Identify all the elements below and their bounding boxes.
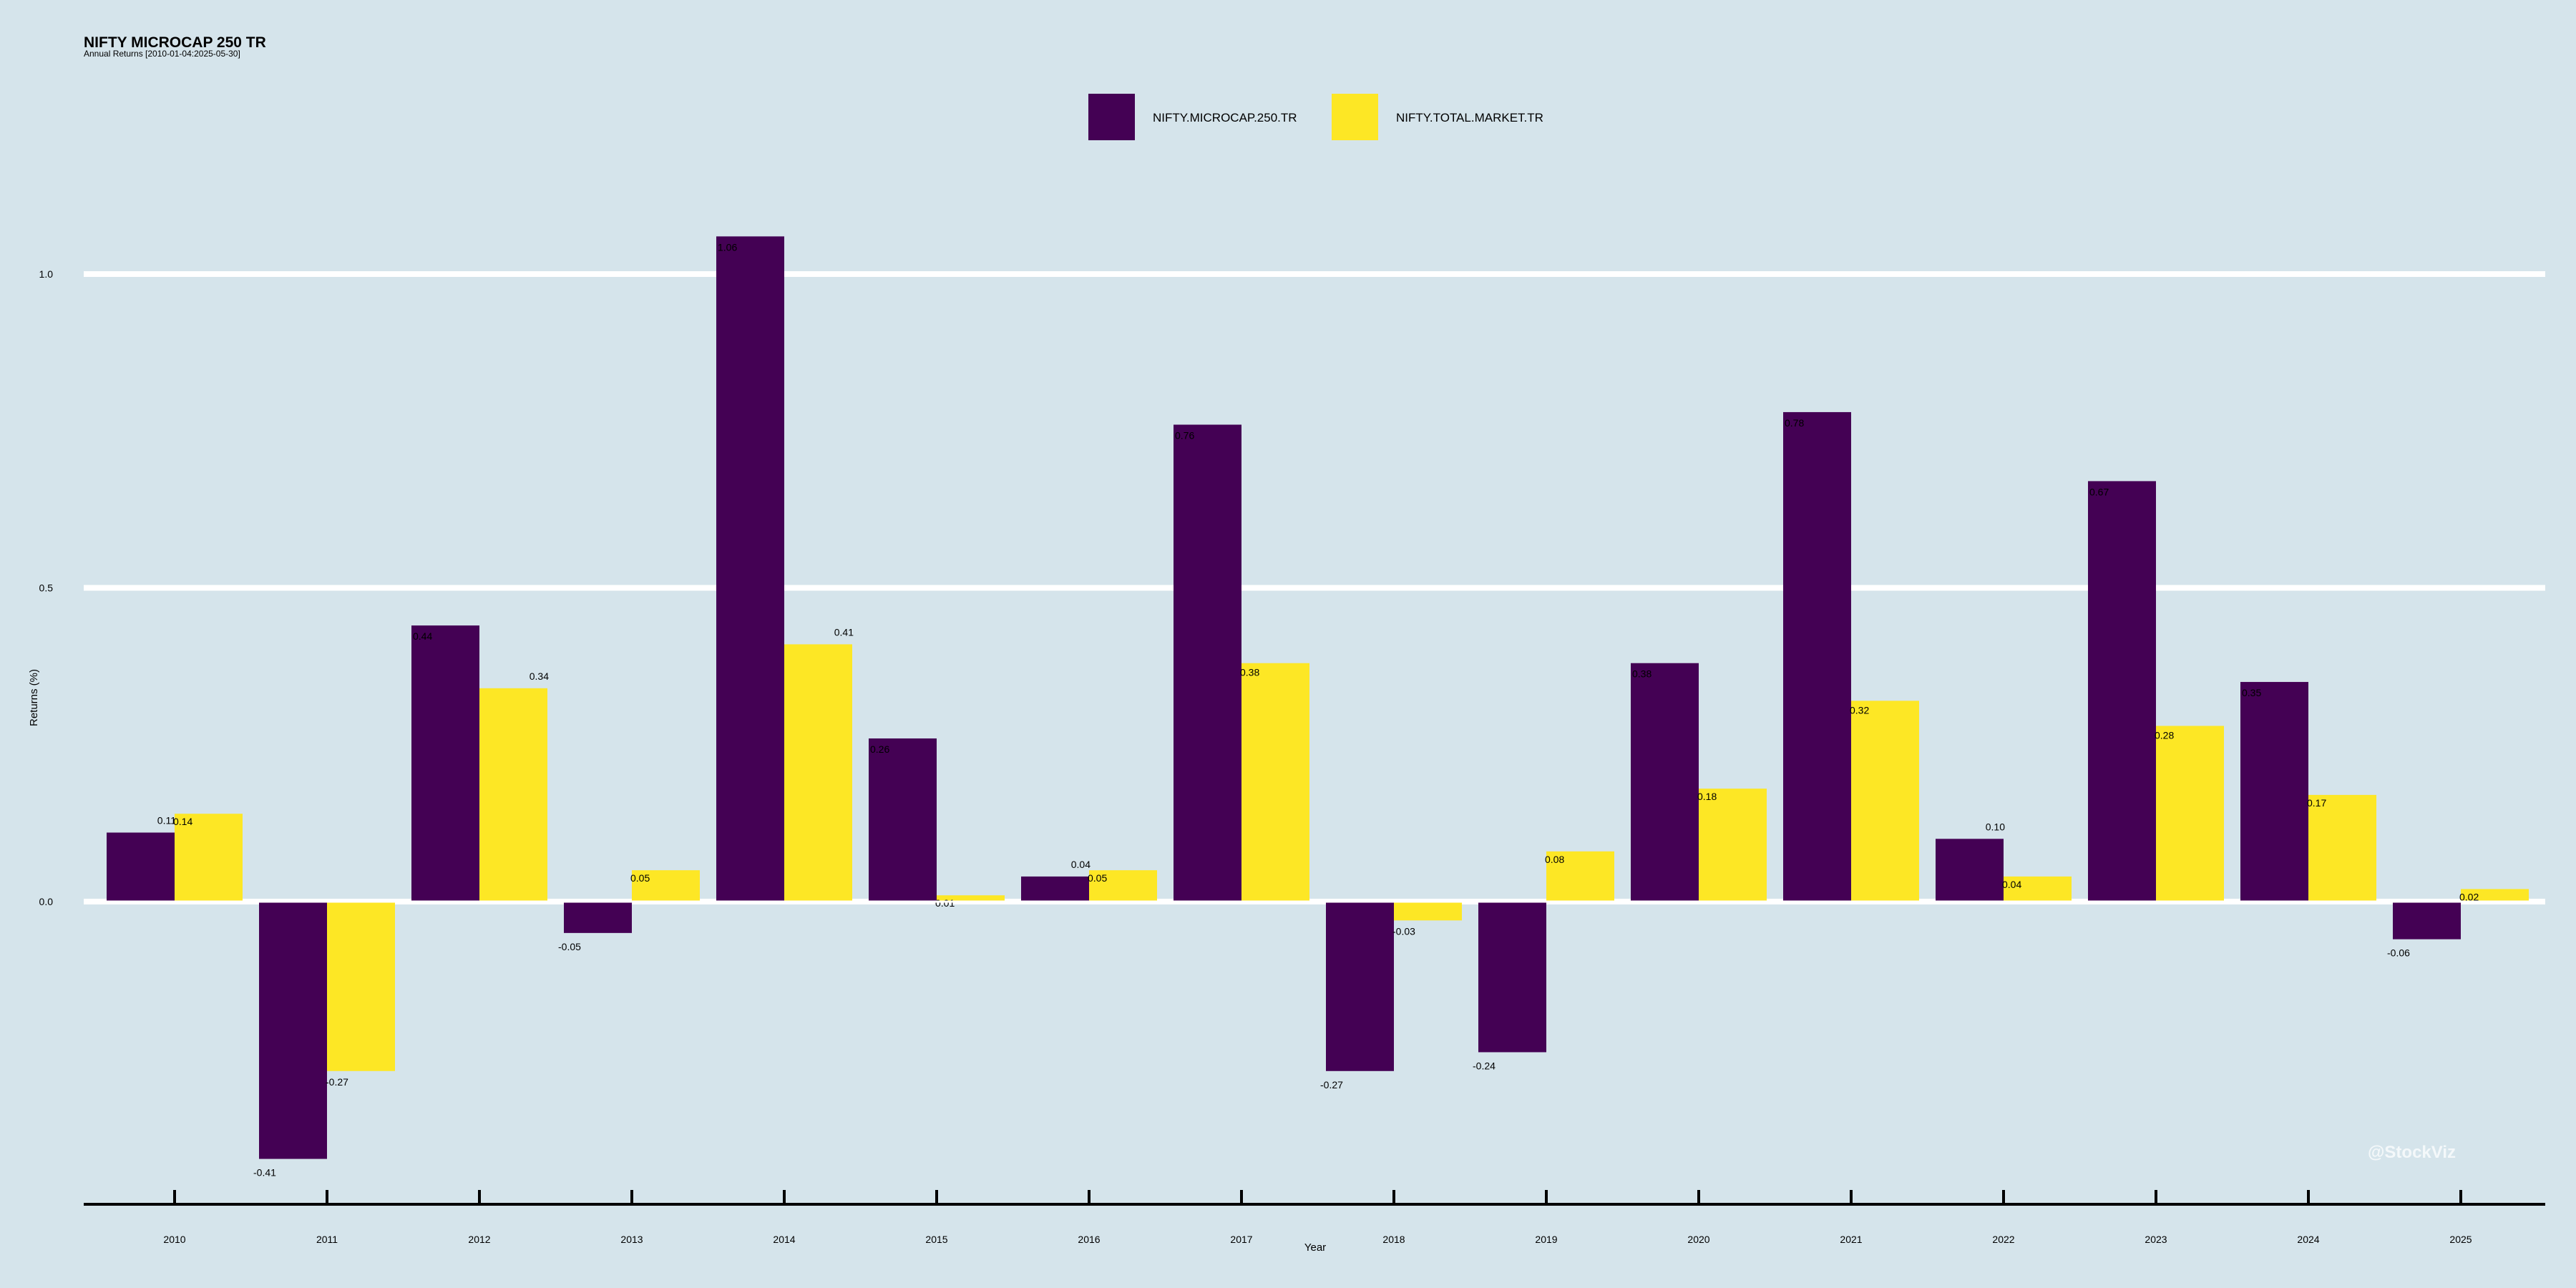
- bar-microcap: [259, 902, 327, 1159]
- x-axis-label: Year: [1304, 1241, 1326, 1254]
- data-label: 0.67: [2089, 486, 2109, 497]
- data-label: -0.06: [2387, 947, 2410, 959]
- data-label: 0.11: [157, 815, 176, 826]
- data-label: -0.05: [558, 941, 581, 952]
- x-tick-label: 2022: [1992, 1234, 2014, 1245]
- data-label: 0.04: [1071, 859, 1091, 870]
- data-label: 0.41: [834, 626, 854, 638]
- data-label: 0.01: [935, 897, 955, 909]
- bar-microcap: [107, 832, 175, 902]
- data-label: 1.06: [718, 241, 737, 253]
- chart-subtitle: Annual Returns [2010-01-04:2025-05-30]: [84, 49, 240, 59]
- y-tick-label: 0.5: [39, 582, 54, 594]
- x-tick-label: 2014: [773, 1234, 795, 1245]
- data-label: 0.34: [530, 670, 549, 682]
- bar-microcap: [2088, 481, 2156, 902]
- bar-microcap: [1478, 902, 1546, 1053]
- data-label: -0.27: [326, 1076, 348, 1088]
- data-label: 0.05: [1088, 872, 1107, 884]
- x-tick-label: 2025: [2449, 1234, 2472, 1245]
- watermark: @StockViz: [2368, 1143, 2456, 1162]
- x-tick-label: 2016: [1078, 1234, 1100, 1245]
- bar-microcap: [2393, 902, 2461, 940]
- bar-microcap: [2240, 682, 2308, 902]
- legend-label-1: NIFTY.MICROCAP.250.TR: [1153, 111, 1297, 125]
- bar-total-market: [632, 870, 700, 902]
- data-label: 0.08: [1545, 854, 1564, 865]
- bar-total-market: [1546, 851, 1614, 902]
- data-label: 0.10: [1986, 821, 2005, 832]
- bar-microcap: [869, 738, 937, 902]
- data-label: -0.03: [1392, 925, 1415, 937]
- bar-total-market: [2156, 726, 2224, 902]
- bar-total-market: [327, 902, 395, 1071]
- x-tick-label: 2012: [468, 1234, 490, 1245]
- bar-microcap: [564, 902, 632, 933]
- data-label: 0.17: [2307, 797, 2326, 809]
- bar-total-market: [2461, 889, 2529, 902]
- x-tick-label: 2018: [1382, 1234, 1405, 1245]
- bar-total-market: [479, 688, 547, 902]
- bar-microcap: [716, 236, 784, 902]
- bar-microcap: [411, 625, 479, 902]
- data-label: -0.24: [1473, 1060, 1496, 1071]
- data-label: -0.41: [253, 1167, 276, 1179]
- data-label: 0.32: [1850, 704, 1869, 716]
- bar-total-market: [784, 644, 852, 902]
- data-label: 0.04: [2002, 879, 2021, 890]
- x-tick-label: 2023: [2145, 1234, 2167, 1245]
- legend-swatch-2: [1332, 94, 1378, 140]
- y-tick-label: 0.0: [39, 896, 54, 907]
- bar-total-market: [175, 814, 243, 902]
- legend-swatch-1: [1088, 94, 1135, 140]
- data-label: 0.38: [1240, 667, 1259, 678]
- data-label: 0.26: [870, 743, 889, 755]
- bar-total-market: [2308, 794, 2376, 902]
- data-label: 0.38: [1632, 668, 1652, 680]
- bar-total-market: [1241, 663, 1309, 902]
- x-tick-label: 2011: [316, 1234, 338, 1245]
- x-tick-label: 2010: [163, 1234, 185, 1245]
- x-tick-label: 2024: [2297, 1234, 2319, 1245]
- bar-microcap: [1326, 902, 1394, 1071]
- x-tick-label: 2020: [1687, 1234, 1709, 1245]
- x-tick-label: 2013: [620, 1234, 643, 1245]
- bar-microcap: [1174, 424, 1241, 902]
- data-label: -0.27: [1320, 1079, 1343, 1091]
- x-tick-label: 2021: [1840, 1234, 1862, 1245]
- bar-microcap: [1631, 663, 1699, 902]
- bar-total-market: [1851, 701, 1919, 902]
- bar-total-market: [937, 895, 1005, 902]
- bar-microcap: [1936, 839, 2004, 902]
- data-label: 0.05: [630, 872, 650, 884]
- data-label: 0.35: [2242, 687, 2261, 698]
- y-tick-label: 1.0: [39, 268, 54, 280]
- x-tick-label: 2017: [1230, 1234, 1252, 1245]
- bar-total-market: [2004, 876, 2072, 902]
- data-label: 0.28: [2155, 729, 2174, 741]
- bar-microcap: [1783, 411, 1851, 902]
- x-tick-label: 2015: [925, 1234, 947, 1245]
- chart-title: NIFTY MICROCAP 250 TR: [84, 34, 266, 51]
- data-label: 0.18: [1697, 791, 1717, 802]
- data-label: 0.14: [173, 816, 192, 827]
- legend-label-2: NIFTY.TOTAL.MARKET.TR: [1396, 111, 1543, 125]
- bar-total-market: [1089, 870, 1157, 902]
- y-axis-label: Returns (%): [28, 669, 40, 726]
- x-tick-label: 2019: [1535, 1234, 1557, 1245]
- bar-total-market: [1394, 902, 1462, 921]
- data-label: 0.44: [413, 630, 432, 642]
- bar-microcap: [1021, 876, 1089, 902]
- bar-total-market: [1699, 789, 1767, 902]
- data-label: 0.76: [1175, 429, 1194, 441]
- data-label: 0.02: [2459, 891, 2479, 902]
- data-label: 0.78: [1785, 417, 1804, 429]
